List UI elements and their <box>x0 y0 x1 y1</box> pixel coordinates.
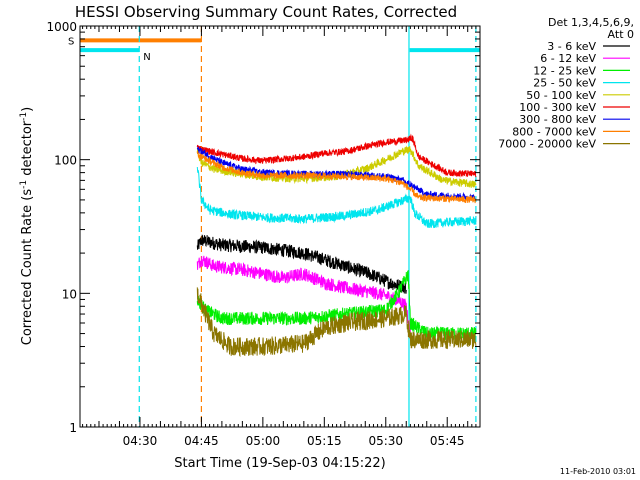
state-flag-label: S <box>68 36 74 47</box>
series-line <box>196 270 477 341</box>
y-tick-label: 10 <box>62 287 77 301</box>
x-tick-label: 04:30 <box>123 434 158 448</box>
series-line <box>196 150 477 204</box>
y-tick-label: 1 <box>69 421 77 435</box>
legend-entry-label: 100 - 300 keV <box>519 101 596 114</box>
legend-entry-label: 300 - 800 keV <box>519 113 596 126</box>
legend-entry-label: 12 - 25 keV <box>533 64 596 77</box>
x-tick-label: 05:30 <box>368 434 403 448</box>
series-line <box>196 234 407 294</box>
y-axis-label: Corrected Count Rate (s-1 detector-1) <box>19 107 35 345</box>
legend-header-attenuator: Att 0 <box>608 28 634 41</box>
plot-frame <box>79 25 481 428</box>
x-tick-label: 05:45 <box>430 434 465 448</box>
series-line <box>196 133 477 178</box>
legend-entry-label: 50 - 100 keV <box>526 89 596 102</box>
y-tick-label: 100 <box>54 154 77 168</box>
y-tick-label: 1000 <box>46 20 77 34</box>
legend-entry-label: 3 - 6 keV <box>547 40 596 53</box>
data-series <box>196 133 477 358</box>
series-line <box>196 287 477 358</box>
x-axis: 04:30 04:45 05:00 05:15 05:30 05:45 <box>82 26 481 448</box>
legend-header-detectors: Det 1,3,4,5,6,9, <box>548 16 634 29</box>
x-tick-label: 05:15 <box>307 434 342 448</box>
chart-title: HESSI Observing Summary Count Rates, Cor… <box>75 3 457 21</box>
y-axis: 1 10 100 1000 <box>46 20 480 435</box>
x-tick-label: 05:00 <box>246 434 281 448</box>
legend-entry-label: 7000 - 20000 keV <box>498 138 596 151</box>
time-markers <box>138 26 477 427</box>
x-tick-label: 04:45 <box>184 434 219 448</box>
legend-entry-label: 25 - 50 keV <box>533 77 596 90</box>
state-flags: SN <box>68 36 480 63</box>
generation-timestamp: 11-Feb-2010 03:01 <box>560 467 636 476</box>
series-line <box>196 255 411 337</box>
series-line <box>196 166 477 229</box>
x-axis-label: Start Time (19-Sep-03 04:15:22) <box>174 456 385 471</box>
legend-entry-label: 6 - 12 keV <box>540 52 596 65</box>
state-flag-label: N <box>143 52 150 63</box>
legend-entry-label: 800 - 7000 keV <box>512 125 596 138</box>
